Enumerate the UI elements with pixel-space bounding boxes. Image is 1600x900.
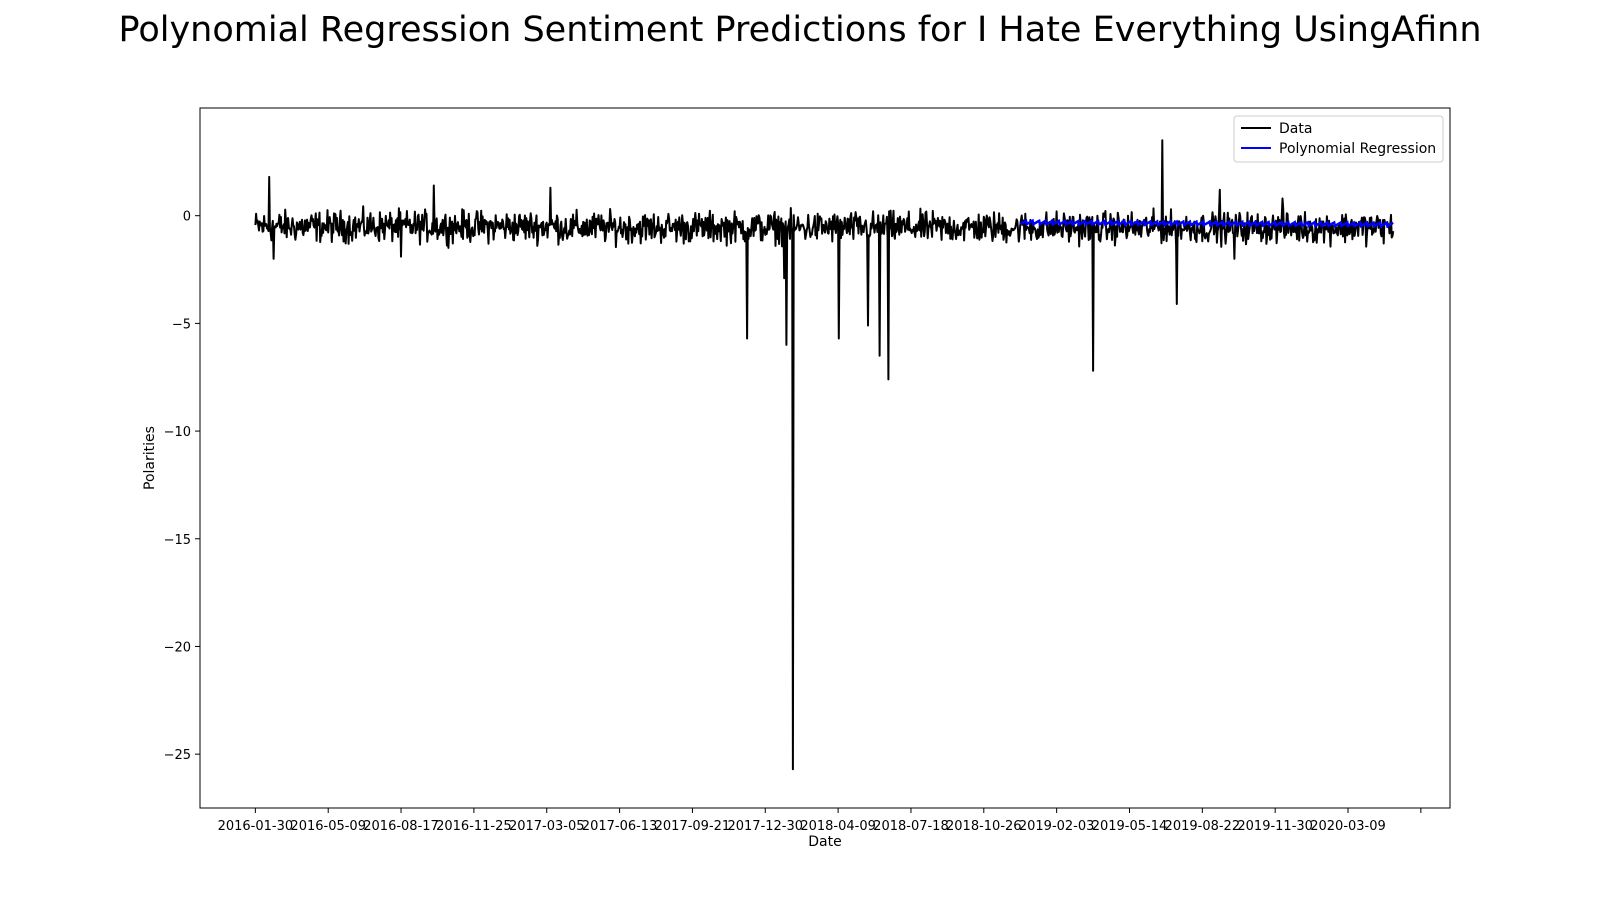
y-axis-label: Polarities (142, 426, 158, 490)
x-tick-label: 2019-02-03 (1019, 819, 1095, 834)
y-tick-label: −5 (172, 317, 191, 332)
y-axis: 0 −5 −10 −15 −20 −25 (164, 210, 200, 763)
legend-data-label: Data (1279, 121, 1312, 137)
series-data-line (254, 139, 1395, 771)
x-tick-label: 2018-04-09 (800, 819, 876, 834)
x-tick-label: 2020-03-09 (1310, 819, 1386, 834)
x-tick-label: 2016-11-25 (436, 819, 512, 834)
x-tick-label: 2016-01-30 (218, 819, 294, 834)
x-axis-label: Date (808, 834, 841, 850)
x-tick-label: 2019-11-30 (1237, 819, 1313, 834)
y-tick-label: −20 (164, 640, 191, 655)
plot-frame (199, 107, 1451, 809)
legend-regression-label: Polynomial Regression (1279, 141, 1436, 157)
series-regression-line (1019, 218, 1394, 229)
x-tick-label: 2016-08-17 (363, 819, 439, 834)
x-tick-label: 2019-05-14 (1092, 819, 1168, 834)
x-tick-label: 2017-09-21 (655, 819, 731, 834)
y-tick-label: −10 (164, 425, 191, 440)
x-axis: 2016-01-302016-05-092016-08-172016-11-25… (218, 808, 1422, 834)
x-tick-label: 2017-03-05 (509, 819, 585, 834)
y-tick-label: −15 (164, 533, 191, 548)
x-tick-label: 2018-10-26 (946, 819, 1022, 834)
x-tick-label: 2018-07-18 (873, 819, 949, 834)
y-tick-label: −25 (164, 748, 191, 763)
series-layer (254, 139, 1395, 771)
y-tick-label: 0 (183, 210, 191, 225)
legend-box (1233, 115, 1444, 163)
x-tick-label: 2017-06-13 (582, 819, 658, 834)
x-tick-label: 2019-08-22 (1165, 819, 1241, 834)
legend: Data Polynomial Regression (1233, 115, 1444, 163)
chart-title: Polynomial Regression Sentiment Predicti… (118, 10, 1482, 50)
x-tick-label: 2017-12-30 (727, 819, 803, 834)
x-tick-label: 2016-05-09 (290, 819, 366, 834)
